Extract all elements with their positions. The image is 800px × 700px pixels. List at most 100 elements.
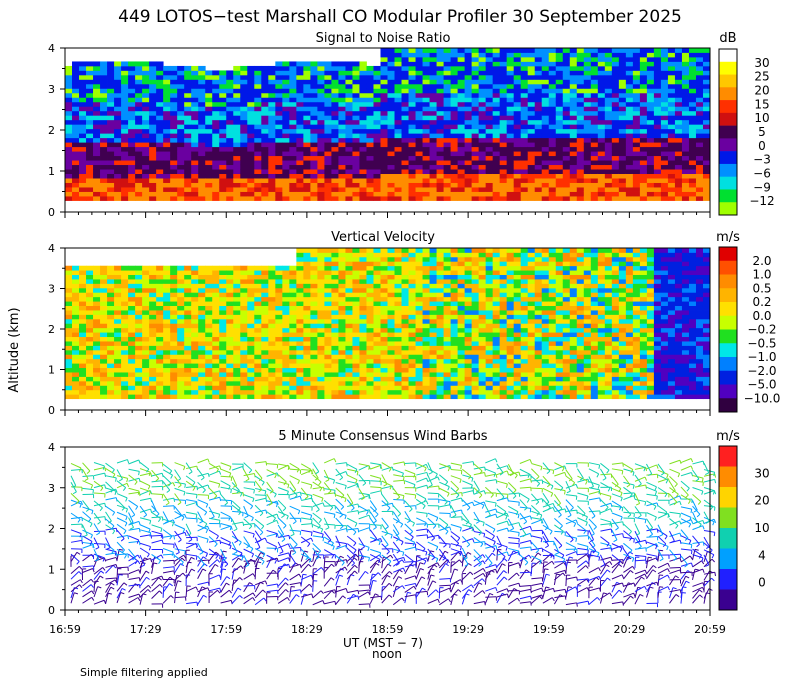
heatmap-cell <box>422 79 430 85</box>
heatmap-cell <box>212 70 220 76</box>
heatmap-cell <box>401 155 409 161</box>
heatmap-cell <box>191 287 199 293</box>
heatmap-cell <box>100 332 108 338</box>
heatmap-cell <box>156 323 164 329</box>
heatmap-cell <box>289 310 297 315</box>
heatmap-cell <box>240 151 248 157</box>
heatmap-cell <box>401 345 409 351</box>
heatmap-cell <box>142 151 150 157</box>
heatmap-cell <box>282 187 290 192</box>
heatmap-cell <box>443 323 451 329</box>
heatmap-cell <box>471 110 480 116</box>
heatmap-cell <box>597 101 606 107</box>
heatmap-cell <box>163 287 171 293</box>
heatmap-cell <box>100 305 108 311</box>
heatmap-cell <box>450 128 459 134</box>
heatmap-cell <box>597 155 606 161</box>
heatmap-cell <box>352 305 360 311</box>
heatmap-cell <box>303 146 311 152</box>
heatmap-cell <box>422 160 430 166</box>
heatmap-cell <box>352 61 360 67</box>
heatmap-cell <box>534 155 543 161</box>
heatmap-cell <box>121 389 129 395</box>
heatmap-cell <box>541 191 550 197</box>
heatmap-cell <box>387 173 395 179</box>
heatmap-cell <box>338 345 346 351</box>
heatmap-cell <box>576 191 585 197</box>
heatmap-cell <box>373 169 381 175</box>
heatmap-cell <box>436 332 444 338</box>
heatmap-cell <box>604 160 613 166</box>
heatmap-cell <box>303 101 311 107</box>
heatmap-cell <box>282 389 290 395</box>
heatmap-cell <box>177 332 185 338</box>
heatmap-cell <box>338 124 346 130</box>
heatmap-cell <box>520 164 529 170</box>
heatmap-cell <box>639 142 648 148</box>
heatmap-cell <box>464 270 473 275</box>
heatmap-cell <box>205 358 213 364</box>
heatmap-cell <box>135 301 143 307</box>
heatmap-cell <box>254 133 262 139</box>
heatmap-cell <box>282 196 290 201</box>
heatmap-cell <box>352 137 360 143</box>
heatmap-cell <box>170 332 178 338</box>
heatmap-cell <box>240 318 248 324</box>
heatmap-cell <box>688 160 697 166</box>
heatmap-cell <box>156 354 164 360</box>
heatmap-cell <box>317 155 325 161</box>
heatmap-cell <box>513 128 522 134</box>
heatmap-cell <box>121 74 129 80</box>
heatmap-cell <box>401 274 409 280</box>
heatmap-cell <box>184 115 192 121</box>
heatmap-cell <box>296 363 304 369</box>
heatmap-cell <box>275 358 283 364</box>
heatmap-cell <box>79 367 87 373</box>
heatmap-cell <box>310 385 318 391</box>
heatmap-cell <box>373 146 381 152</box>
heatmap-cell <box>72 283 80 289</box>
heatmap-cell <box>135 124 143 130</box>
heatmap-cell <box>646 101 655 107</box>
heatmap-cell <box>471 265 480 271</box>
heatmap-cell <box>674 115 683 121</box>
heatmap-cell <box>72 92 80 98</box>
heatmap-cell <box>156 279 164 284</box>
heatmap-cell <box>380 296 388 302</box>
heatmap-cell <box>394 128 402 134</box>
heatmap-cell <box>625 65 634 71</box>
heatmap-cell <box>289 187 297 192</box>
heatmap-cell <box>275 65 283 71</box>
heatmap-cell <box>247 119 255 125</box>
heatmap-cell <box>667 137 676 143</box>
heatmap-cell <box>576 133 585 139</box>
heatmap-cell <box>513 48 522 53</box>
heatmap-cell <box>282 283 290 289</box>
heatmap-cell <box>632 101 641 107</box>
heatmap-cell <box>583 178 592 183</box>
heatmap-cell <box>695 119 704 125</box>
heatmap-cell <box>380 363 388 369</box>
heatmap-cell <box>436 74 444 80</box>
heatmap-cell <box>485 191 494 197</box>
heatmap-cell <box>611 164 620 170</box>
heatmap-cell <box>667 83 676 89</box>
heatmap-cell <box>380 265 388 271</box>
heatmap-cell <box>100 358 108 364</box>
heatmap-cell <box>324 155 332 161</box>
heatmap-cell <box>156 88 164 94</box>
heatmap-cell <box>387 274 395 280</box>
heatmap-cell <box>457 173 466 179</box>
heatmap-cell <box>492 155 501 161</box>
heatmap-cell <box>289 101 297 107</box>
heatmap-cell <box>86 358 94 364</box>
heatmap-cell <box>156 196 164 201</box>
heatmap-cell <box>247 265 255 271</box>
heatmap-cell <box>373 389 381 395</box>
heatmap-cell <box>184 332 192 338</box>
heatmap-cell <box>247 115 255 121</box>
heatmap-cell <box>65 191 73 197</box>
heatmap-cell <box>702 110 711 116</box>
heatmap-cell <box>597 137 606 143</box>
